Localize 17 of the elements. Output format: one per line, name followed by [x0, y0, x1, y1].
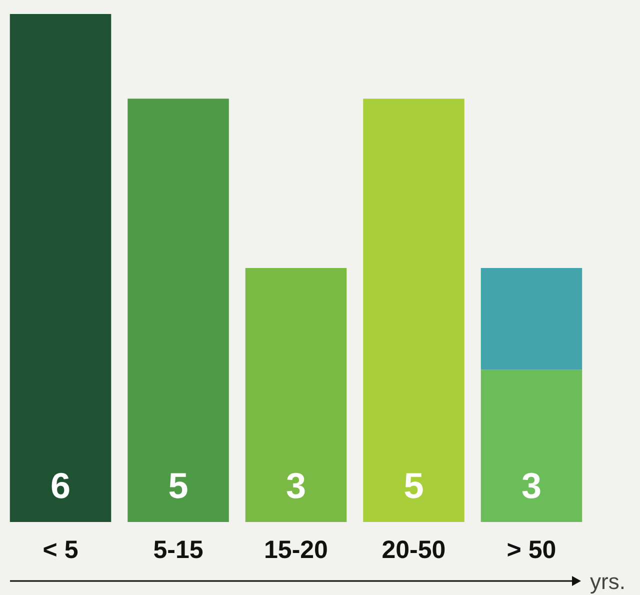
total-label: 3: [521, 465, 542, 506]
x-tick-label: 20-50: [382, 536, 446, 564]
bar: [363, 98, 464, 522]
x-axis-title: yrs.: [590, 569, 626, 594]
bar: [480, 268, 582, 370]
x-tick-label: > 50: [506, 536, 556, 564]
data-label: 3: [286, 465, 306, 506]
x-tick-label: < 5: [42, 536, 78, 564]
bar: [10, 14, 112, 522]
data-label: 5: [404, 465, 424, 506]
data-label: 6: [50, 465, 71, 506]
bar: [245, 268, 347, 522]
data-label: 5: [168, 465, 188, 506]
x-tick-label: 15-20: [264, 536, 328, 564]
x-tick-label: 5-15: [153, 536, 204, 564]
bar: [128, 98, 229, 522]
bar: [480, 370, 582, 522]
